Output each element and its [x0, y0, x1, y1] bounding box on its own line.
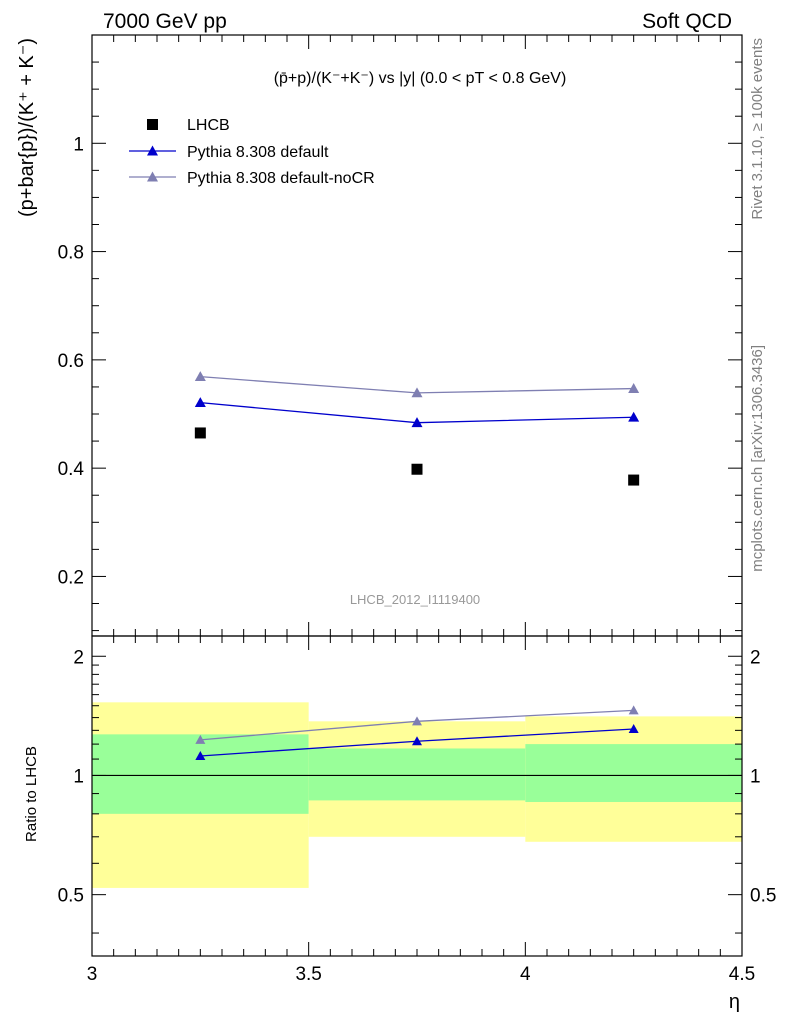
- ratio-plot-area: [92, 702, 742, 888]
- header-left: 7000 GeV pp: [103, 10, 227, 33]
- data-point-lhcb: [628, 474, 640, 486]
- ratio-y-tick-label-right: 1: [750, 766, 761, 787]
- x-tick-label: 3: [87, 964, 98, 985]
- header-right: Soft QCD: [642, 10, 732, 33]
- ratio-y-axis-label: Ratio to LHCB: [23, 746, 40, 842]
- ratio-y-tick-label-right: 2: [750, 647, 761, 668]
- x-tick-label: 4: [520, 964, 531, 985]
- data-point-lhcb: [411, 463, 423, 475]
- y-tick-label: 0.6: [58, 351, 84, 372]
- ratio-y-tick-label: 1: [73, 766, 84, 787]
- x-axis-label: η: [729, 991, 740, 1013]
- side-text-rivet: Rivet 3.1.10, ≥ 100k events: [749, 38, 766, 220]
- legend-label-nocr: Pythia 8.308 default-noCR: [187, 170, 375, 187]
- axes: 0.2 0.4 0.6 0.8 1 3 3.5 4 4.5 0.5 0.5 1 1 2 2: [58, 34, 776, 985]
- ratio-point-nocr: [195, 734, 206, 744]
- y-tick-label: 1: [73, 134, 84, 155]
- ratio-point-nocr: [628, 705, 639, 715]
- y-tick-label: 0.8: [58, 243, 84, 264]
- ratio-band-inner: [308, 748, 526, 801]
- ratio-y-tick-label: 2: [73, 647, 84, 668]
- legend-marker-nocr: [147, 171, 158, 182]
- legend-label-lhcb: LHCB: [187, 117, 230, 134]
- ratio-point-nocr: [412, 716, 422, 726]
- ratio-data-marks: [195, 705, 639, 760]
- legend-label-default: Pythia 8.308 default: [187, 144, 329, 161]
- y-tick-label: 0.4: [58, 459, 85, 480]
- data-point-nocr: [194, 371, 206, 382]
- plot-title: (p̄+p)/(K⁻+K⁻) vs |y| (0.0 < pT < 0.8 Ge…: [274, 70, 567, 87]
- data-point-default: [194, 397, 206, 408]
- x-tick-label: 3.5: [295, 964, 321, 985]
- main-data-marks: [194, 371, 640, 486]
- side-text-mcplots: mcplots.cern.ch [arXiv:1306.3436]: [749, 345, 766, 572]
- x-tick-label: 4.5: [729, 964, 755, 985]
- legend: LHCB Pythia 8.308 default Pythia 8.308 d…: [129, 117, 375, 187]
- ratio-point-default: [628, 724, 639, 734]
- ratio-band-inner: [525, 744, 742, 802]
- data-point-lhcb: [194, 427, 206, 439]
- watermark: LHCB_2012_I1119400: [350, 592, 480, 607]
- data-point-default: [411, 417, 423, 428]
- data-point-nocr: [411, 387, 423, 398]
- y-axis-label: (p+bar{p})/(K⁺ + K⁻): [16, 38, 38, 217]
- ratio-y-tick-label: 0.5: [58, 886, 84, 907]
- legend-marker-default: [147, 145, 158, 156]
- ratio-y-tick-label-right: 0.5: [750, 886, 776, 907]
- legend-marker-lhcb: [147, 119, 158, 130]
- ratio-point-default: [412, 736, 422, 746]
- y-tick-label: 0.2: [58, 567, 84, 588]
- ratio-point-default: [195, 750, 206, 760]
- data-point-nocr: [628, 383, 640, 393]
- data-point-default: [628, 411, 640, 422]
- ratio-band-inner: [92, 734, 309, 814]
